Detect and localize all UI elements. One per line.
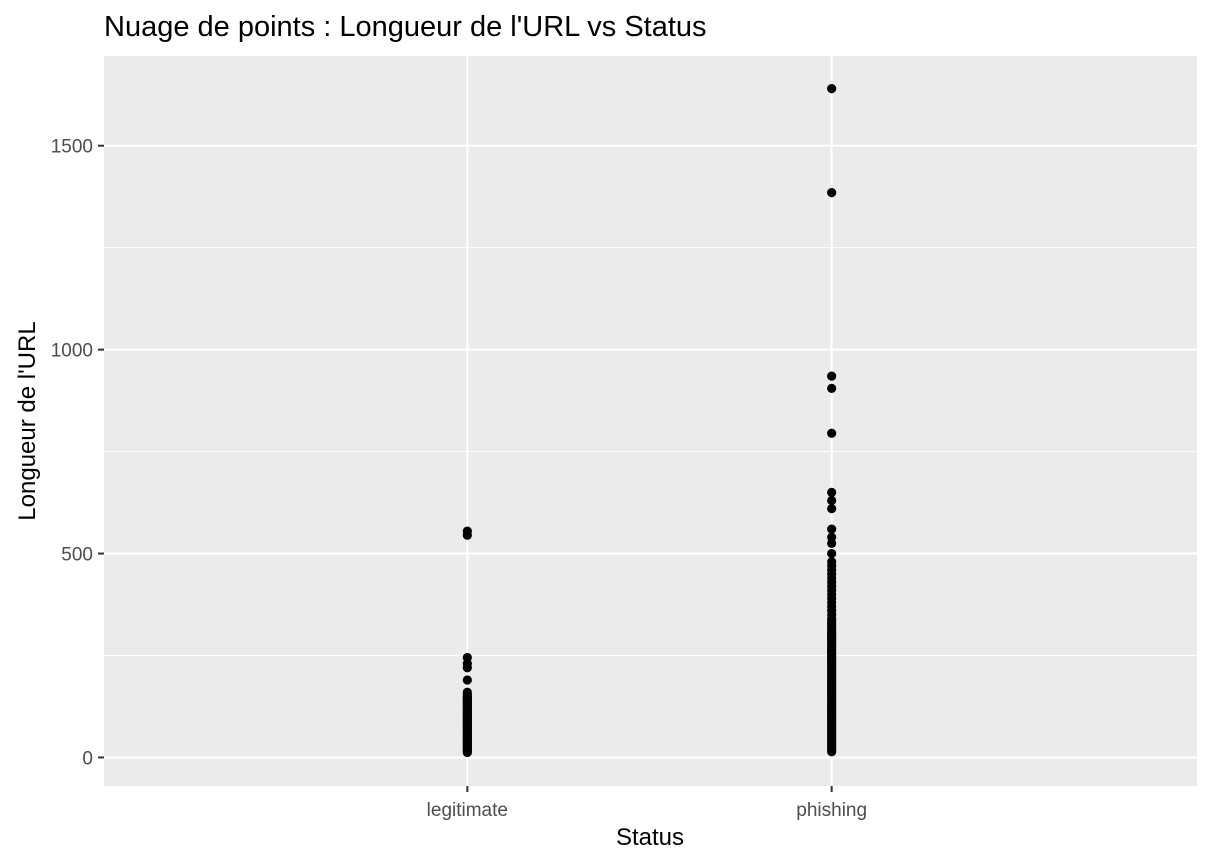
y-tick-label: 1500	[51, 137, 93, 158]
data-point-legitimate	[462, 675, 472, 685]
axes: 0 500 1000 1500 legitimate phishing	[51, 137, 867, 821]
data-point-phishing	[827, 487, 837, 497]
y-tick-label: 1000	[51, 341, 93, 362]
y-tick-label: 500	[61, 545, 93, 566]
data-point-phishing	[827, 371, 837, 381]
chart-title: Nuage de points : Longueur de l'URL vs S…	[104, 11, 707, 43]
data-point-legitimate	[462, 687, 472, 697]
data-point-phishing	[827, 383, 837, 393]
data-point-phishing	[827, 532, 837, 542]
data-point-phishing	[827, 495, 837, 506]
data-point-phishing	[827, 188, 837, 198]
data-point-phishing	[827, 428, 837, 438]
x-tick-label: phishing	[796, 800, 867, 821]
y-tick-label: 0	[82, 748, 93, 769]
x-tick-label: legitimate	[427, 800, 508, 821]
y-axis-title: Longueur de l'URL	[14, 321, 41, 520]
grid-lines	[104, 56, 1197, 786]
data-point-legitimate	[462, 652, 472, 663]
data-point-phishing	[827, 524, 837, 534]
plot-panel	[104, 56, 1197, 786]
x-axis-title: Status	[616, 824, 684, 851]
data-point-phishing	[827, 504, 837, 514]
data-point-phishing	[827, 557, 837, 567]
data-points	[462, 84, 837, 758]
data-point-phishing	[827, 84, 837, 94]
data-point-legitimate	[462, 526, 472, 536]
data-point-phishing	[827, 548, 837, 559]
